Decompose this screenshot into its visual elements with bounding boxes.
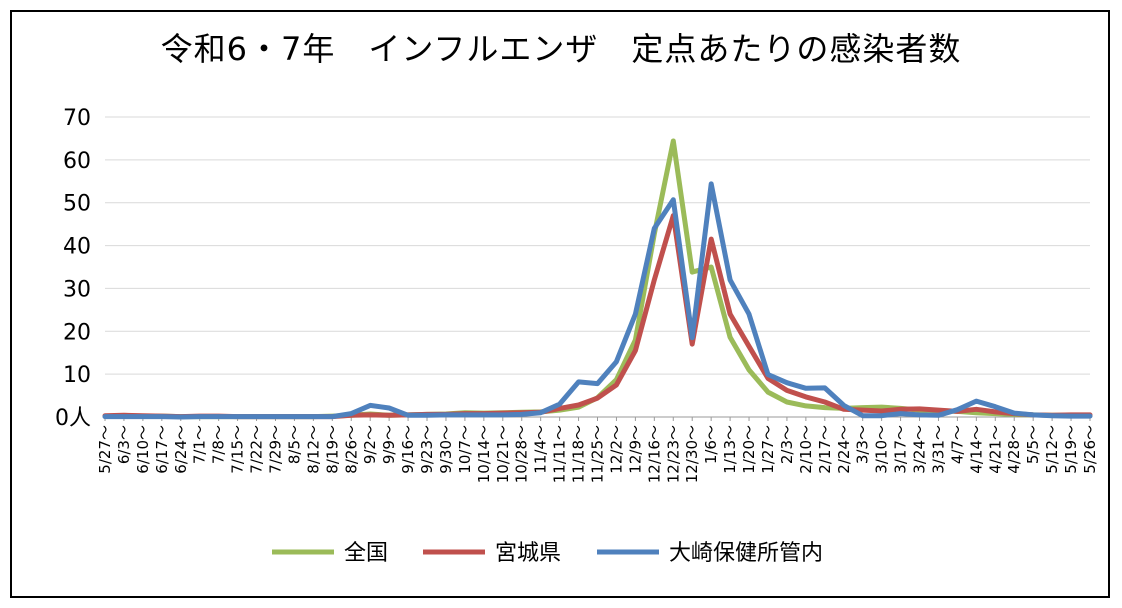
x-tick-label: 3/17～ (892, 425, 910, 474)
x-tick-label: 12/16～ (645, 425, 663, 483)
series-line (102, 181, 1093, 420)
x-tick-label: 1/13～ (721, 425, 739, 474)
y-tick-label: 20 (63, 320, 91, 345)
x-tick-label: 9/16～ (399, 425, 417, 474)
x-tick-label: 1/27～ (759, 425, 777, 474)
x-tick-label: 7/29～ (266, 425, 284, 474)
x-tick-label: 6/3～ (115, 425, 133, 464)
x-tick-label: 3/24～ (911, 425, 929, 474)
x-tick-label: 12/23～ (664, 425, 682, 483)
grid-lines (105, 116, 1090, 418)
x-tick-label: 5/5～ (1024, 425, 1042, 464)
x-tick-label: 4/7～ (948, 425, 966, 464)
y-tick-label: 70 (63, 106, 91, 131)
x-tick-label: 9/2～ (361, 425, 379, 464)
x-tick-label: 7/15～ (229, 425, 247, 474)
x-tick-label: 6/10～ (134, 425, 152, 474)
x-tick-label: 9/30～ (437, 425, 455, 474)
x-tick-label: 8/19～ (323, 425, 341, 474)
x-tick-label: 8/5～ (285, 425, 303, 464)
x-tick-label: 1/6～ (702, 425, 720, 464)
x-tick-label: 5/26～ (1081, 425, 1099, 474)
chart-frame (10, 10, 1110, 598)
y-tick-label: 50 (63, 192, 91, 217)
x-tick-label: 2/10～ (797, 425, 815, 474)
x-tick-label: 10/14～ (475, 425, 493, 483)
x-tick-label: 7/8～ (210, 425, 228, 464)
x-tick-label: 8/26～ (342, 425, 360, 474)
x-tick-label: 9/23～ (418, 425, 436, 474)
legend-label: 全国 (344, 541, 388, 566)
x-tick-label: 4/21～ (986, 425, 1004, 474)
x-tick-label: 11/11～ (551, 425, 569, 483)
x-tick-label: 5/27～ (96, 425, 114, 474)
series-lines (102, 138, 1093, 420)
chart-title: 令和6・7年 インフルエンザ 定点あたりの感染者数 (160, 30, 962, 68)
x-tick-label: 6/24～ (172, 425, 190, 474)
x-tick-label: 5/12～ (1043, 425, 1061, 474)
x-tick-label: 11/25～ (589, 425, 607, 483)
x-tick-label: 12/30～ (683, 425, 701, 483)
y-tick-label: 40 (63, 235, 91, 260)
series-line (102, 138, 1093, 420)
x-tick-label: 3/10～ (873, 425, 891, 474)
y-tick-label: 60 (63, 149, 91, 174)
legend-label: 宮城県 (495, 541, 561, 566)
y-tick-label: 30 (63, 277, 91, 302)
x-tick-label: 11/4～ (532, 425, 550, 474)
x-tick-label: 4/28～ (1005, 425, 1023, 474)
x-tick-label: 12/9～ (626, 425, 644, 474)
x-tick-label: 10/21～ (494, 425, 512, 483)
x-tick-label: 11/18～ (570, 425, 588, 483)
y-tick-label: 10 (63, 363, 91, 388)
y-tick-label: 0人 (55, 406, 91, 431)
x-tick-label: 9/9～ (380, 425, 398, 464)
x-tick-label: 3/31～ (929, 425, 947, 474)
x-tick-label: 7/1～ (191, 425, 209, 464)
x-tick-label: 2/17～ (816, 425, 834, 474)
x-tick-label: 10/7～ (456, 425, 474, 474)
x-axis-ticks: 5/27～ 6/3～ 6/10～ 6/17～ 6/24～ 7/1～ 7/8～ 7/15～ 7/2… (96, 417, 1099, 483)
x-tick-label: 12/2～ (607, 425, 625, 474)
x-tick-label: 1/20～ (740, 425, 758, 474)
x-tick-label: 10/28～ (513, 425, 531, 483)
x-tick-label: 2/24～ (835, 425, 853, 474)
x-tick-label: 7/22～ (248, 425, 266, 474)
x-tick-label: 8/12～ (304, 425, 322, 474)
x-tick-label: 4/14～ (967, 425, 985, 474)
x-tick-label: 6/17～ (153, 425, 171, 474)
x-tick-label: 5/19～ (1062, 425, 1080, 474)
y-axis-ticks: 0人 10 20 30 40 50 60 70 (55, 106, 91, 431)
legend-label: 大崎保健所管内 (669, 541, 823, 566)
x-tick-label: 3/3～ (854, 425, 872, 464)
x-tick-label: 2/3～ (778, 425, 796, 464)
legend: 全国 宮城県 大崎保健所管内 (272, 541, 823, 566)
